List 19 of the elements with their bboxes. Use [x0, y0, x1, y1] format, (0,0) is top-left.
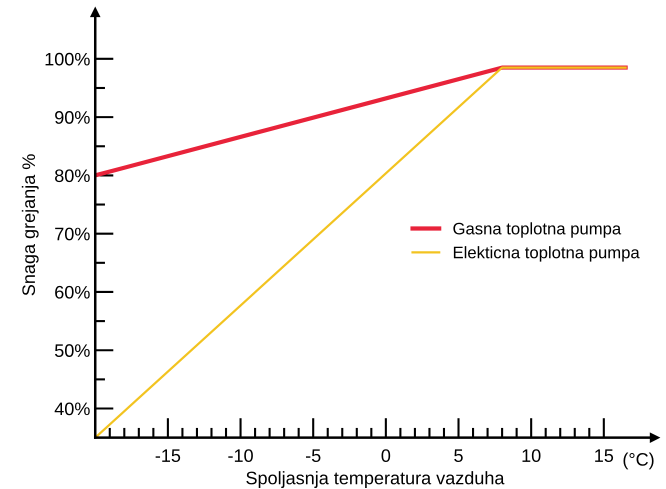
y-tick-label: 90% — [55, 111, 90, 124]
x-tick-label: 10 — [522, 449, 540, 462]
x-tick-label: -5 — [306, 449, 320, 462]
y-tick-label: 50% — [54, 344, 90, 357]
legend-label: Elekticna toplotna pumpa — [454, 246, 640, 262]
x-tick-label: 5 — [454, 449, 463, 462]
y-tick-label: 60% — [55, 286, 90, 299]
y-tick-label: 100% — [46, 52, 90, 66]
x-tick-label: -10 — [228, 449, 253, 462]
x-tick-label: 0 — [382, 449, 390, 462]
y-tick-label: 70% — [55, 228, 90, 240]
text: (°C) — [624, 452, 654, 470]
y-tick-label: 80% — [55, 169, 90, 182]
x-tick-label: 15 — [595, 449, 614, 462]
legend-label: Gasna toplotna pumpa — [453, 222, 622, 238]
x-tick-label: -15 — [156, 449, 180, 462]
y-axis-title: Snaga grejanja % — [22, 154, 39, 296]
y-tick-label: 40% — [54, 402, 90, 416]
x-axis-title: Spoljasnja temperatura vazduha — [246, 471, 504, 488]
